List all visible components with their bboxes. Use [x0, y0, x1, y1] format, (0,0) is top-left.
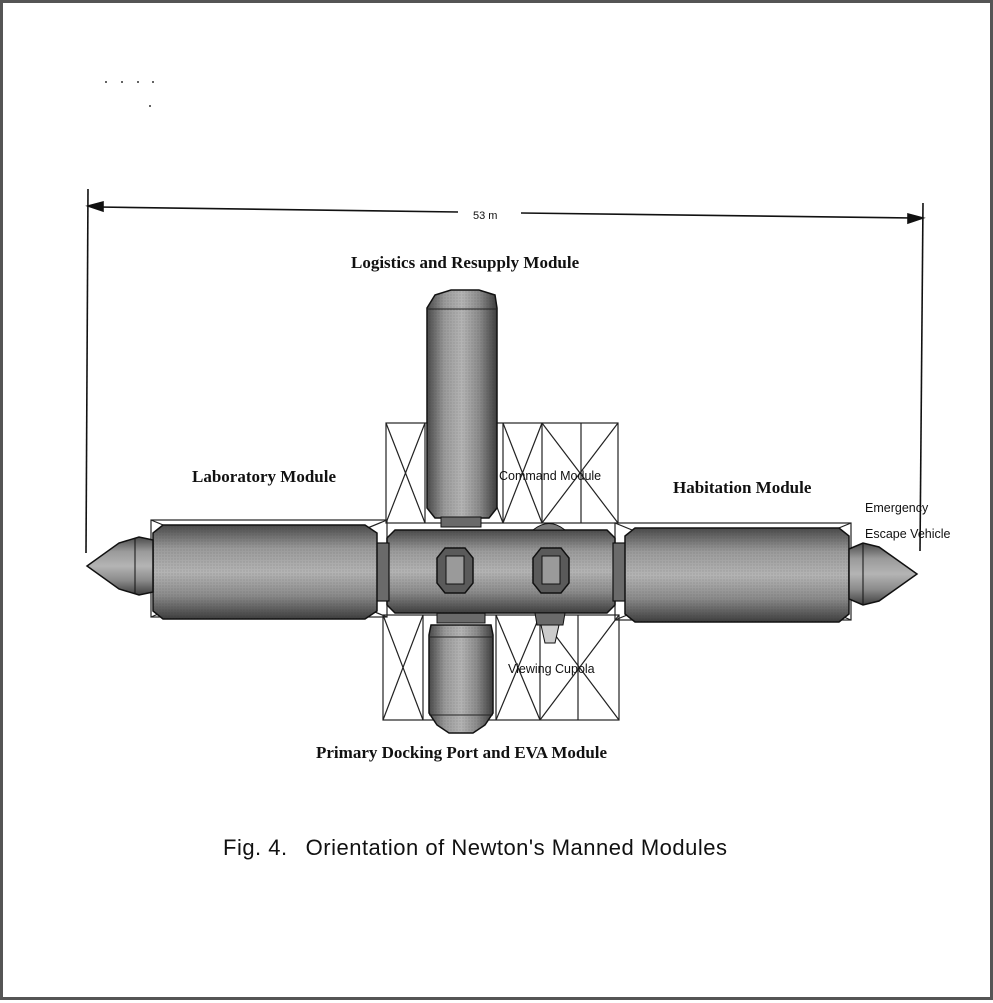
laboratory-label: Laboratory Module	[192, 467, 336, 486]
habitation-module	[624, 527, 850, 623]
logistics-label: Logistics and Resupply Module	[351, 253, 580, 272]
dimension-label: 53 m	[473, 210, 497, 222]
scan-marks	[105, 81, 154, 107]
command-module	[386, 523, 616, 644]
figure-caption: Fig. 4. Orientation of Newton's Manned Mo…	[223, 835, 843, 861]
docking-label: Primary Docking Port and EVA Module	[316, 743, 608, 762]
emergency-label-line2: Escape Vehicle	[865, 527, 951, 541]
connector-nodes	[374, 542, 628, 602]
emergency-label-line1: Emergency	[865, 501, 929, 515]
dimension-line	[85, 188, 926, 554]
command-label: Command Module	[499, 469, 601, 483]
habitation-label: Habitation Module	[673, 478, 812, 497]
escape-vehicle	[848, 542, 919, 606]
docking-module	[428, 612, 494, 734]
caption-number: Fig. 4.	[223, 835, 288, 860]
laboratory-module	[152, 524, 378, 620]
logistics-module	[426, 289, 498, 528]
viewing-cupola-label: Viewing Cupola	[508, 662, 595, 676]
caption-text: Orientation of Newton's Manned Modules	[305, 835, 728, 860]
left-nose-cone	[85, 536, 154, 596]
station-diagram: 53 m	[85, 81, 951, 762]
